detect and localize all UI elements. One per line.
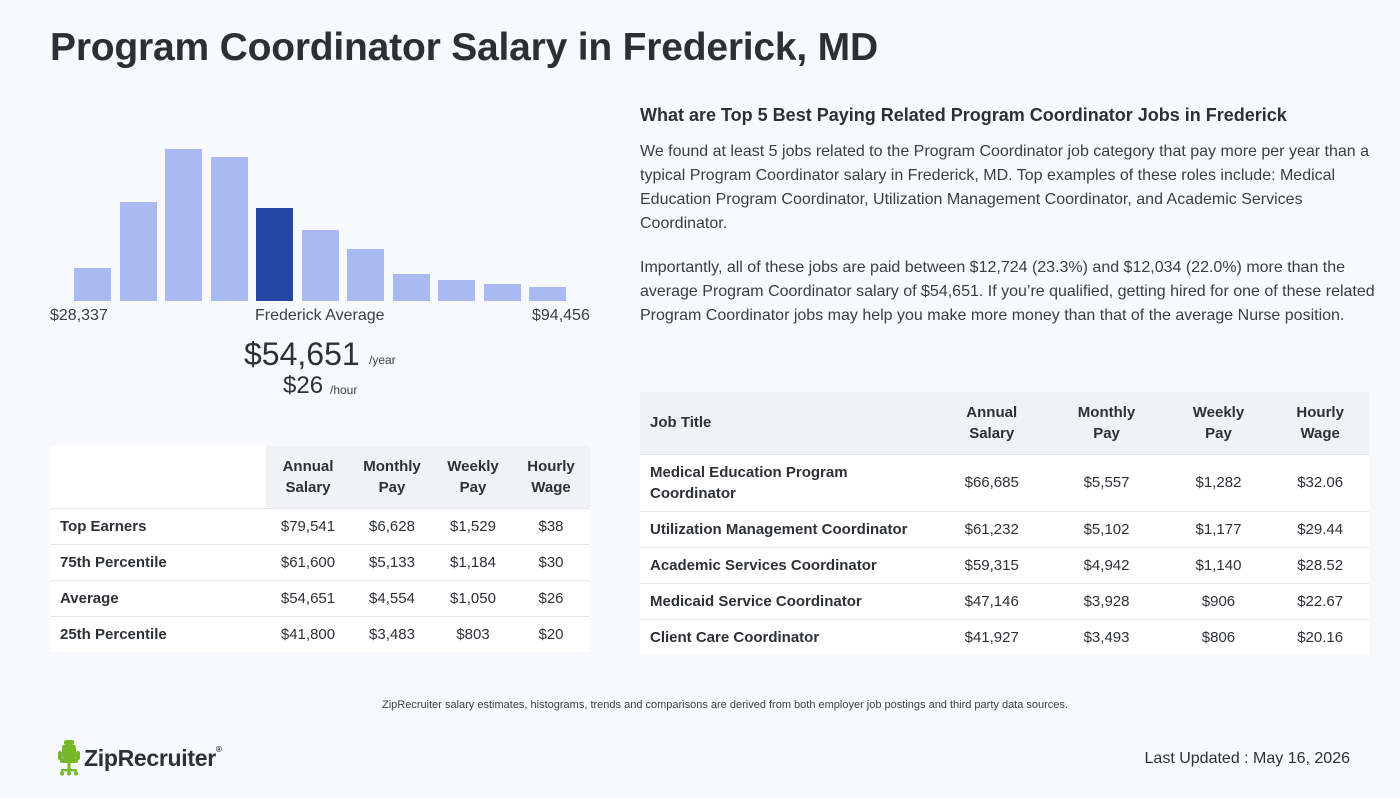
salary-histogram [74, 140, 574, 301]
annual-cell: $47,146 [964, 592, 1019, 610]
monthly-pay-header: Monthly Pay [350, 446, 434, 508]
weekly-cell: $1,282 [1195, 474, 1242, 491]
table-header-row: Job Title Annual Salary Monthly Pay Weekly… [640, 392, 1369, 454]
hourly-cell: $22.67 [1297, 592, 1344, 610]
monthly-cell: $3,928 [1083, 592, 1130, 610]
histogram-bar-average [256, 208, 293, 301]
histogram-bar [347, 249, 384, 301]
row-label: Average [60, 589, 119, 607]
monthly-pay-header: Monthly Pay [1047, 392, 1166, 454]
hourly-wage-header: Hourly Wage [512, 446, 590, 508]
annual-cell: $79,541 [280, 517, 336, 535]
chair-mascot-icon [58, 740, 80, 776]
weekly-cell: $806 [1201, 628, 1236, 646]
table-row: 25th Percentile $41,800 $3,483 $803 $20 [50, 616, 590, 652]
job-title-cell: Client Care Coordinator [650, 628, 820, 646]
table-row: Top Earners $79,541 $6,628 $1,529 $38 [50, 508, 590, 544]
annual-cell: $61,600 [280, 553, 336, 571]
annual-cell: $41,927 [964, 628, 1019, 646]
annual-salary-header: Annual Salary [936, 392, 1048, 454]
table-row: 75th Percentile $61,600 $5,133 $1,184 $3… [50, 544, 590, 580]
monthly-cell: $5,557 [1083, 474, 1130, 491]
histogram-bar [165, 149, 202, 301]
average-annual-salary: $54,651 [244, 336, 360, 372]
histogram-bar [301, 230, 339, 301]
weekly-cell: $803 [456, 625, 490, 643]
hourly-cell: $29.44 [1297, 520, 1344, 538]
histogram-bar [529, 287, 566, 301]
histogram-bar [210, 157, 248, 301]
row-label: 75th Percentile [60, 553, 167, 571]
annual-unit-label: /year [369, 353, 396, 367]
hourly-cell: $26 [538, 589, 564, 607]
monthly-cell: $6,628 [369, 517, 415, 535]
annual-salary-header: Annual Salary [266, 446, 350, 508]
hourly-unit-label: /hour [330, 383, 358, 397]
blank-header-cell [50, 446, 266, 508]
average-hourly-wage: $26 [283, 372, 324, 399]
weekly-cell: $1,050 [450, 589, 496, 607]
histogram-bar [483, 284, 521, 301]
related-jobs-heading: What are Top 5 Best Paying Related Progr… [640, 105, 1287, 125]
page-title: Program Coordinator Salary in Frederick,… [50, 26, 878, 69]
job-title-cell: Utilization Management Coordinator [650, 520, 908, 538]
job-title-cell: Academic Services Coordinator [650, 556, 877, 574]
monthly-cell: $5,133 [369, 553, 415, 571]
last-updated-date: Last Updated : May 16, 2026 [1144, 750, 1350, 767]
row-label: 25th Percentile [60, 625, 167, 643]
logo-wordmark: ZipRecruiter® [84, 744, 222, 771]
table-header-row: Annual Salary Monthly Pay Weekly Pay Hourly… [50, 446, 590, 508]
table-row: Client Care Coordinator $41,927 $3,493 $… [640, 619, 1369, 655]
weekly-pay-header: Weekly Pay [434, 446, 512, 508]
histogram-bar [119, 202, 157, 301]
histogram-max-label: $94,456 [532, 307, 590, 324]
hourly-wage-header: Hourly Wage [1271, 392, 1369, 454]
table-row: Average $54,651 $4,554 $1,050 $26 [50, 580, 590, 616]
table-row: Medicaid Service Coordinator $47,146 $3,… [640, 583, 1369, 619]
weekly-cell: $1,177 [1195, 520, 1242, 538]
weekly-cell: $1,184 [450, 553, 496, 571]
histogram-average-label: Frederick Average [255, 307, 385, 324]
table-row: Academic Services Coordinator $59,315 $4… [640, 547, 1369, 583]
histogram-bar [74, 268, 111, 301]
job-title-header: Job Title [640, 392, 936, 454]
hourly-cell: $28.52 [1297, 556, 1344, 574]
histogram-min-label: $28,337 [50, 307, 108, 324]
monthly-cell: $4,942 [1083, 556, 1130, 574]
histogram-bar [392, 274, 430, 301]
row-label: Top Earners [60, 517, 147, 535]
monthly-cell: $4,554 [369, 589, 415, 607]
histogram-bar [438, 280, 475, 301]
annual-cell: $59,315 [964, 556, 1019, 574]
annual-cell: $61,232 [964, 520, 1019, 538]
ziprecruiter-logo[interactable]: ZipRecruiter® [58, 740, 222, 776]
hourly-cell: $38 [538, 517, 564, 535]
monthly-cell: $3,493 [1083, 628, 1130, 646]
annual-cell: $66,685 [964, 474, 1019, 491]
monthly-cell: $3,483 [369, 625, 415, 643]
weekly-cell: $906 [1201, 592, 1236, 610]
related-jobs-table: Job Title Annual Salary Monthly Pay Weekly… [640, 392, 1369, 655]
table-row: Medical Education Program Coordinator $6… [640, 454, 1369, 511]
percentile-salary-table: Annual Salary Monthly Pay Weekly Pay Hourly… [50, 446, 590, 652]
weekly-cell: $1,529 [450, 517, 496, 535]
job-title-cell: Medicaid Service Coordinator [650, 592, 862, 610]
weekly-cell: $1,140 [1195, 556, 1242, 574]
related-jobs-paragraph-2: Importantly, all of these jobs are paid … [640, 259, 1375, 324]
annual-cell: $54,651 [280, 589, 336, 607]
related-jobs-paragraph-1: We found at least 5 jobs related to the … [640, 143, 1370, 232]
hourly-cell: $20 [538, 625, 564, 643]
job-title-cell: Medical Education Program Coordinator [650, 463, 848, 502]
weekly-pay-header: Weekly Pay [1165, 392, 1272, 454]
annual-cell: $41,800 [280, 625, 336, 643]
hourly-cell: $20.16 [1297, 628, 1344, 646]
table-row: Utilization Management Coordinator $61,2… [640, 511, 1369, 547]
monthly-cell: $5,102 [1083, 520, 1130, 538]
hourly-cell: $32.06 [1297, 474, 1344, 491]
hourly-cell: $30 [538, 553, 564, 571]
data-source-disclaimer: ZipRecruiter salary estimates, histogram… [382, 699, 1068, 711]
